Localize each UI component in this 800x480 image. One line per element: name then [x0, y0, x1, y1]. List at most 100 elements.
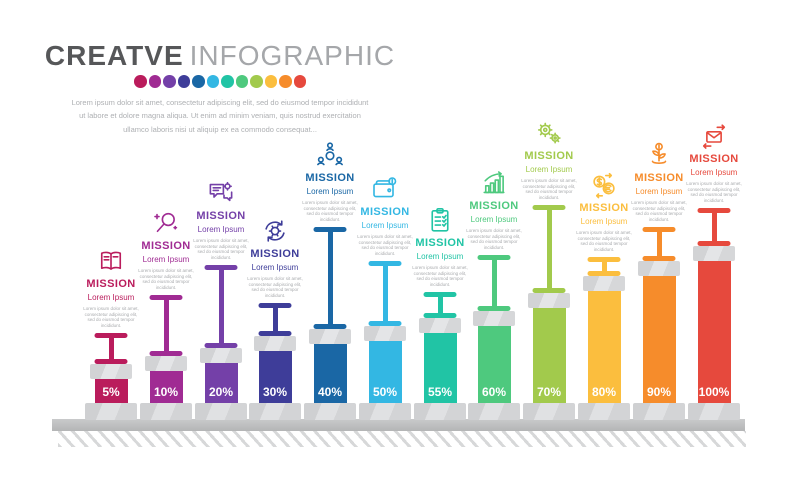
infographic-column: MISSION Lorem Ipsum Lorem ipsum dolor si…	[462, 168, 526, 420]
mission-sublabel: Lorem Ipsum	[470, 215, 518, 224]
mission-sublabel: Lorem Ipsum	[306, 187, 354, 196]
bar-base	[140, 403, 192, 420]
mission-label: MISSION	[141, 240, 191, 252]
mission-label: MISSION	[250, 248, 300, 260]
infographic-column: MISSION Lorem Ipsum Lorem ipsum dolor si…	[298, 140, 362, 420]
mission-sublabel: Lorem Ipsum	[416, 252, 464, 261]
team-icon	[315, 140, 345, 172]
bar-base	[195, 403, 247, 420]
mission-label: MISSION	[86, 278, 136, 290]
bar-base	[633, 403, 685, 420]
percent-label: 55%	[427, 385, 453, 399]
infographic-column: MISSION Lorem Ipsum Lorem ipsum dolor si…	[572, 170, 636, 420]
mission-caption: Lorem ipsum dolor sit amet, consectetur …	[521, 178, 577, 200]
bar-cap	[583, 276, 625, 291]
mission-label: MISSION	[579, 202, 629, 214]
bar: 60%	[477, 326, 511, 403]
bar-cap	[419, 318, 461, 333]
bar-cap	[145, 356, 187, 371]
bar-base	[468, 403, 520, 420]
mission-label: MISSION	[305, 172, 355, 184]
column-stem	[601, 257, 607, 276]
percent-label: 70%	[536, 385, 562, 399]
description-line: Lorem ipsum dolor sit amet, consectetur …	[71, 97, 369, 107]
sync-gear-icon	[260, 216, 290, 248]
mission-caption: Lorem ipsum dolor sit amet, consectetur …	[138, 268, 194, 290]
bar-base	[249, 403, 301, 420]
mission-label: MISSION	[415, 237, 465, 249]
bar: 55%	[423, 333, 457, 403]
column-stem	[656, 227, 662, 261]
mission-label: MISSION	[634, 172, 684, 184]
infographic-column: MISSION Lorem Ipsum Lorem ipsum dolor si…	[517, 118, 581, 420]
bar: 20%	[204, 363, 238, 403]
mission-label: MISSION	[524, 150, 574, 162]
column-stem	[382, 261, 388, 326]
column-stem	[491, 255, 497, 311]
palette-dot	[134, 75, 147, 88]
mission-label: MISSION	[360, 206, 410, 218]
column-stem	[108, 333, 114, 364]
bar-cap	[528, 293, 570, 308]
mission-caption: Lorem ipsum dolor sit amet, consectetur …	[576, 230, 632, 252]
palette-dot	[177, 75, 190, 88]
bar-base	[85, 403, 137, 420]
growth-chart-icon	[479, 168, 509, 200]
infographic-column: MISSION Lorem Ipsum Lorem ipsum dolor si…	[408, 205, 472, 420]
mission-sublabel: Lorem Ipsum	[525, 165, 573, 174]
mission-caption: Lorem ipsum dolor sit amet, consectetur …	[412, 265, 468, 287]
mission-sublabel: Lorem Ipsum	[142, 255, 190, 264]
palette-dot	[221, 75, 234, 88]
palette-dot	[250, 75, 263, 88]
column-stem	[218, 265, 224, 348]
page-title: CREATVE INFOGRAPHIC	[0, 42, 440, 70]
bar: 5%	[94, 379, 128, 403]
palette-dot	[163, 75, 176, 88]
ground-line	[52, 419, 745, 431]
infographic-column: MISSION Lorem Ipsum Lorem ipsum dolor si…	[189, 178, 253, 420]
bar-base	[414, 403, 466, 420]
mission-label: MISSION	[469, 200, 519, 212]
money-plant-icon	[644, 140, 674, 172]
bar-cap	[638, 261, 680, 276]
bar: 100%	[697, 261, 731, 403]
column-stem	[546, 205, 552, 293]
mission-sublabel: Lorem Ipsum	[361, 221, 409, 230]
infographic-column: MISSION Lorem Ipsum Lorem ipsum dolor si…	[243, 216, 307, 420]
bar-cap	[693, 246, 735, 261]
column-stem	[163, 295, 169, 356]
mission-sublabel: Lorem Ipsum	[251, 263, 299, 272]
bar: 80%	[587, 291, 621, 403]
bar: 10%	[149, 371, 183, 403]
percent-label: 50%	[372, 385, 398, 399]
bar: 70%	[532, 308, 566, 403]
book-icon	[96, 246, 126, 278]
palette-dot	[293, 75, 306, 88]
palette-dot	[206, 75, 219, 88]
infographic-column: MISSION Lorem Ipsum Lorem ipsum dolor si…	[627, 140, 691, 420]
mission-caption: Lorem ipsum dolor sit amet, consectetur …	[466, 228, 522, 250]
mission-sublabel: Lorem Ipsum	[635, 187, 683, 196]
bar-base	[359, 403, 411, 420]
infographic-column: MISSION Lorem Ipsum Lorem ipsum dolor si…	[682, 121, 746, 420]
bar-base	[688, 403, 740, 420]
mail-arrows-icon	[699, 121, 729, 153]
column-stem	[327, 227, 333, 329]
percent-label: 30%	[262, 385, 288, 399]
mission-sublabel: Lorem Ipsum	[197, 225, 245, 234]
palette-dot	[148, 75, 161, 88]
header: CREATVE INFOGRAPHIC Lorem ipsum dolor sit…	[0, 42, 440, 136]
title-light: INFOGRAPHIC	[189, 40, 396, 71]
infographic-column: MISSION Lorem Ipsum Lorem ipsum dolor si…	[134, 208, 198, 420]
mission-caption: Lorem ipsum dolor sit amet, consectetur …	[686, 181, 742, 203]
palette-dot	[279, 75, 292, 88]
bar-cap	[364, 326, 406, 341]
gears-icon	[534, 118, 564, 150]
bar-cap	[200, 348, 242, 363]
palette-dots	[0, 75, 440, 88]
coins-icon	[589, 170, 619, 202]
column-stem	[437, 292, 443, 318]
mission-caption: Lorem ipsum dolor sit amet, consectetur …	[302, 200, 358, 222]
mission-caption: Lorem ipsum dolor sit amet, consectetur …	[193, 238, 249, 260]
percent-label: 40%	[317, 385, 343, 399]
